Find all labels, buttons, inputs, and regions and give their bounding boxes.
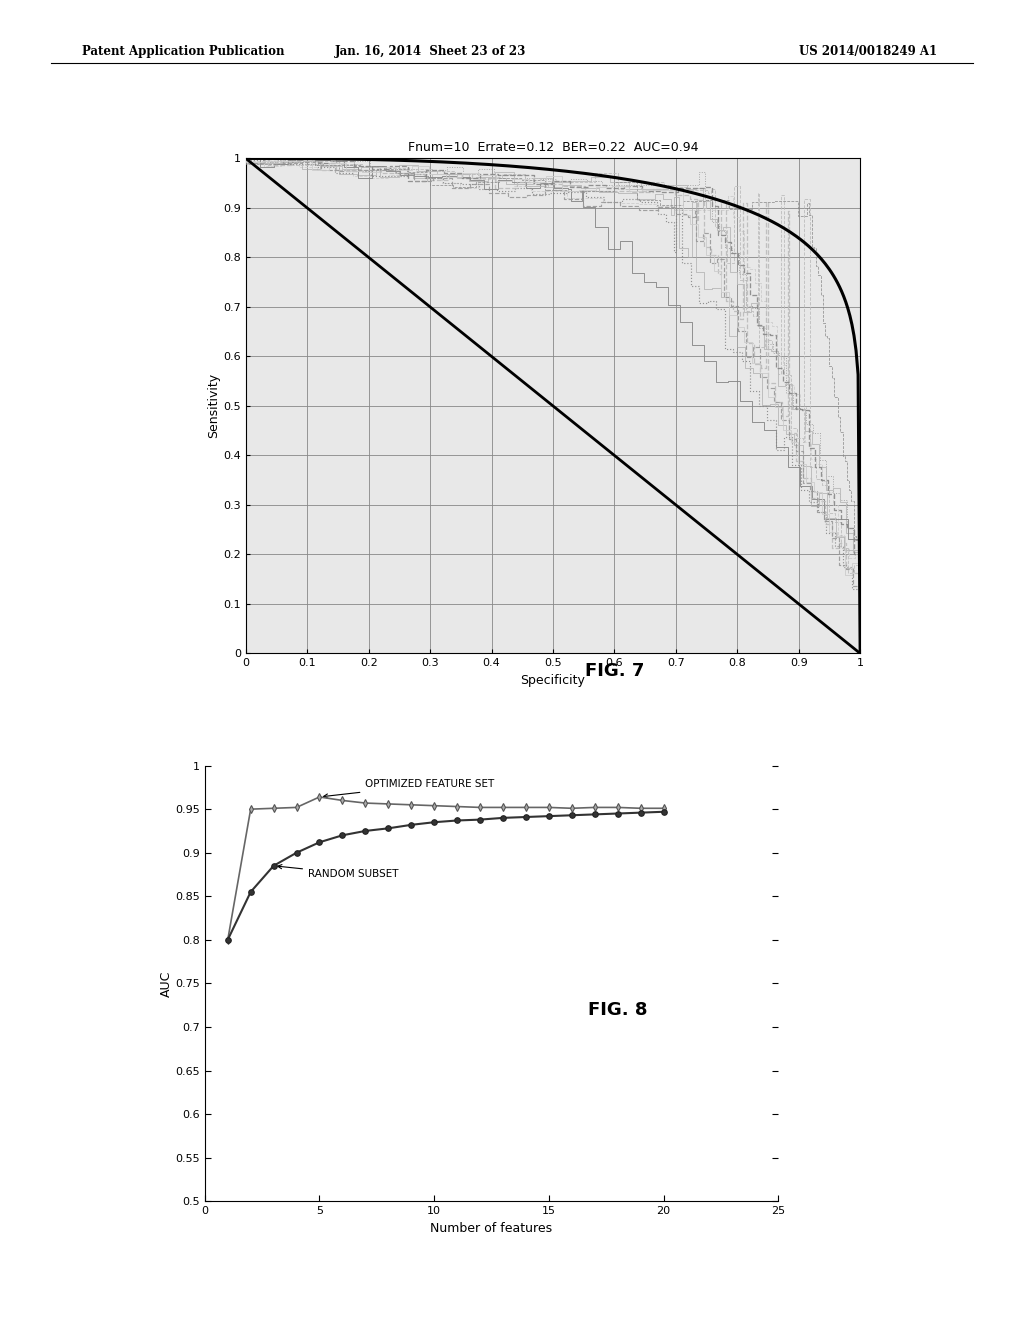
Text: FIG. 8: FIG. 8 — [588, 1001, 647, 1019]
X-axis label: Specificity: Specificity — [520, 673, 586, 686]
Text: FIG. 7: FIG. 7 — [585, 661, 644, 680]
X-axis label: Number of features: Number of features — [430, 1221, 553, 1234]
Text: OPTIMIZED FEATURE SET: OPTIMIZED FEATURE SET — [324, 779, 495, 799]
Text: Jan. 16, 2014  Sheet 23 of 23: Jan. 16, 2014 Sheet 23 of 23 — [335, 45, 525, 58]
Text: Patent Application Publication: Patent Application Publication — [82, 45, 285, 58]
Text: US 2014/0018249 A1: US 2014/0018249 A1 — [799, 45, 937, 58]
Y-axis label: AUC: AUC — [160, 970, 172, 997]
Title: Fnum=10  Errate=0.12  BER=0.22  AUC=0.94: Fnum=10 Errate=0.12 BER=0.22 AUC=0.94 — [408, 141, 698, 154]
Text: RANDOM SUBSET: RANDOM SUBSET — [278, 865, 398, 879]
Y-axis label: Sensitivity: Sensitivity — [208, 374, 220, 438]
